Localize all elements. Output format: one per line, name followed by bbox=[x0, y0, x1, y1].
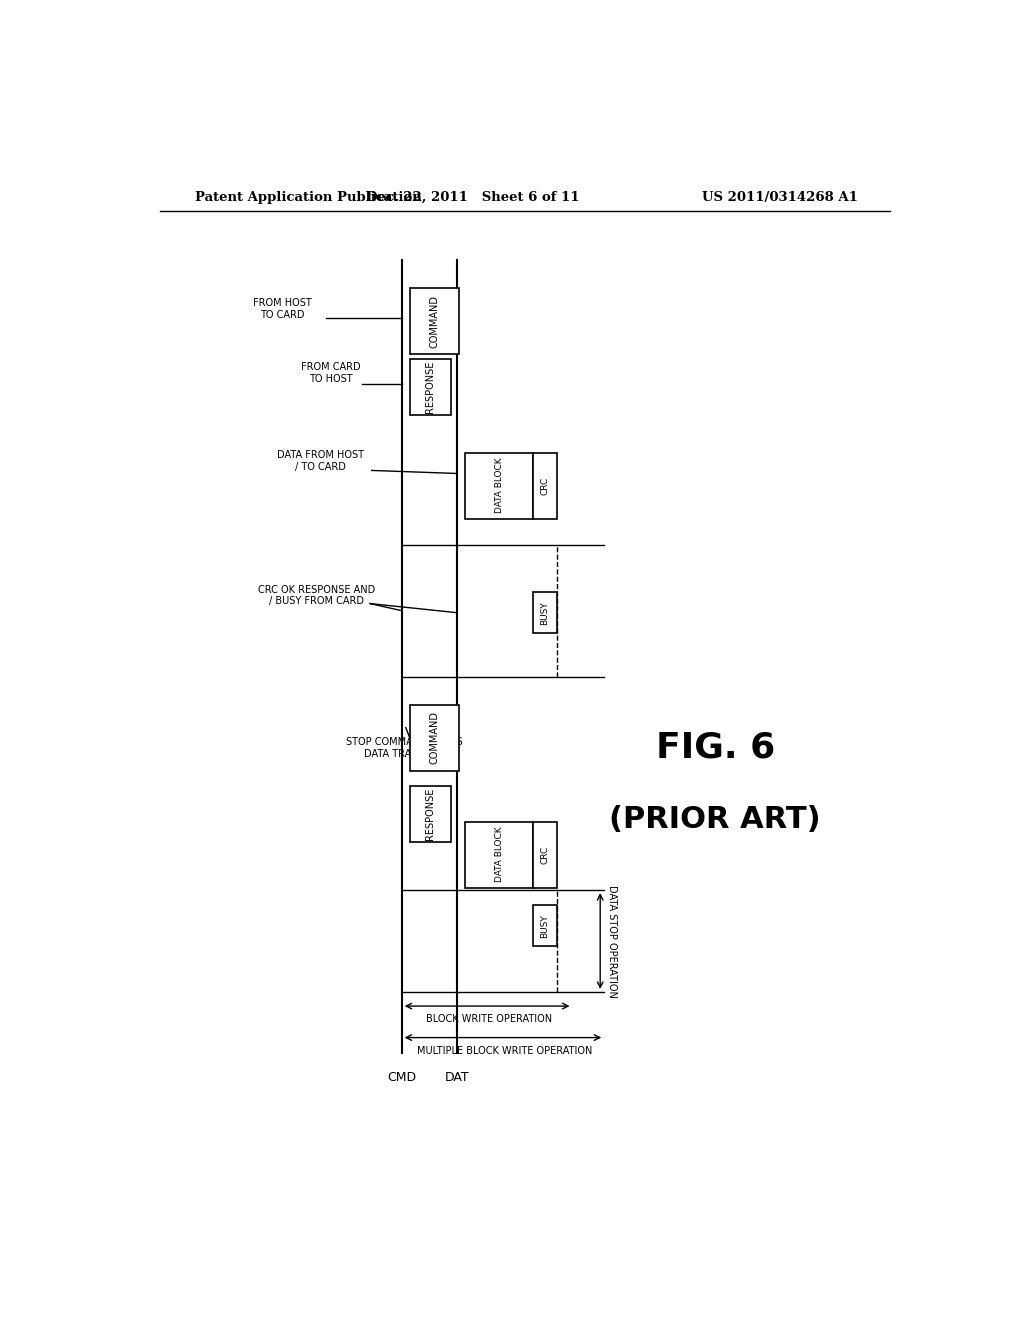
Bar bbox=[410, 359, 451, 414]
Bar bbox=[410, 705, 459, 771]
Text: COMMAND: COMMAND bbox=[429, 711, 439, 764]
Bar bbox=[465, 821, 532, 887]
Text: DATA BLOCK: DATA BLOCK bbox=[495, 458, 504, 513]
Bar bbox=[532, 453, 557, 519]
Text: Patent Application Publication: Patent Application Publication bbox=[196, 190, 422, 203]
Text: COMMAND: COMMAND bbox=[429, 294, 439, 347]
Text: CRC: CRC bbox=[540, 846, 549, 863]
Text: BUSY: BUSY bbox=[540, 601, 549, 624]
Text: MULTIPLE BLOCK WRITE OPERATION: MULTIPLE BLOCK WRITE OPERATION bbox=[417, 1045, 593, 1056]
Text: (PRIOR ART): (PRIOR ART) bbox=[609, 805, 821, 833]
Text: Dec. 22, 2011   Sheet 6 of 11: Dec. 22, 2011 Sheet 6 of 11 bbox=[367, 190, 580, 203]
Text: STOP COMMAND STOPS
DATA TRANSFER: STOP COMMAND STOPS DATA TRANSFER bbox=[346, 737, 463, 759]
Text: BLOCK WRITE OPERATION: BLOCK WRITE OPERATION bbox=[426, 1014, 552, 1024]
Text: FROM HOST
TO CARD: FROM HOST TO CARD bbox=[253, 298, 312, 319]
Text: CMD: CMD bbox=[387, 1071, 417, 1084]
Bar bbox=[465, 453, 532, 519]
Text: DATA STOP OPERATION: DATA STOP OPERATION bbox=[606, 884, 616, 998]
Bar bbox=[532, 906, 557, 946]
Bar bbox=[410, 288, 459, 354]
Text: CRC OK RESPONSE AND
/ BUSY FROM CARD: CRC OK RESPONSE AND / BUSY FROM CARD bbox=[258, 585, 376, 606]
Bar bbox=[532, 821, 557, 887]
Text: DAT: DAT bbox=[445, 1071, 470, 1084]
Text: US 2011/0314268 A1: US 2011/0314268 A1 bbox=[702, 190, 858, 203]
Text: CRC: CRC bbox=[540, 477, 549, 495]
Text: DATA BLOCK: DATA BLOCK bbox=[495, 826, 504, 883]
Bar bbox=[532, 593, 557, 634]
Text: FROM CARD
TO HOST: FROM CARD TO HOST bbox=[301, 362, 360, 384]
Bar bbox=[410, 785, 451, 842]
Text: FIG. 6: FIG. 6 bbox=[655, 731, 775, 764]
Text: DATA FROM HOST
/ TO CARD: DATA FROM HOST / TO CARD bbox=[278, 450, 365, 473]
Text: BUSY: BUSY bbox=[540, 913, 549, 937]
Text: RESPONSE: RESPONSE bbox=[425, 788, 435, 840]
Text: RESPONSE: RESPONSE bbox=[425, 360, 435, 413]
